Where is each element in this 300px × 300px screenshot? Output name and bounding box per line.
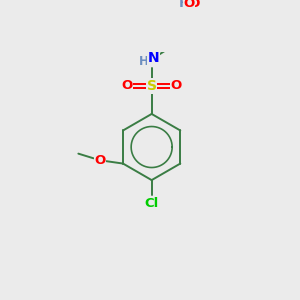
Text: O: O — [121, 79, 133, 92]
Text: N: N — [148, 51, 159, 65]
Text: O: O — [94, 154, 106, 167]
Text: H: H — [178, 0, 190, 10]
Text: HO: HO — [178, 0, 201, 10]
Text: Cl: Cl — [145, 197, 159, 210]
Text: O: O — [171, 79, 182, 92]
Text: O: O — [183, 0, 194, 10]
Text: S: S — [147, 79, 157, 93]
Text: H: H — [138, 55, 148, 68]
